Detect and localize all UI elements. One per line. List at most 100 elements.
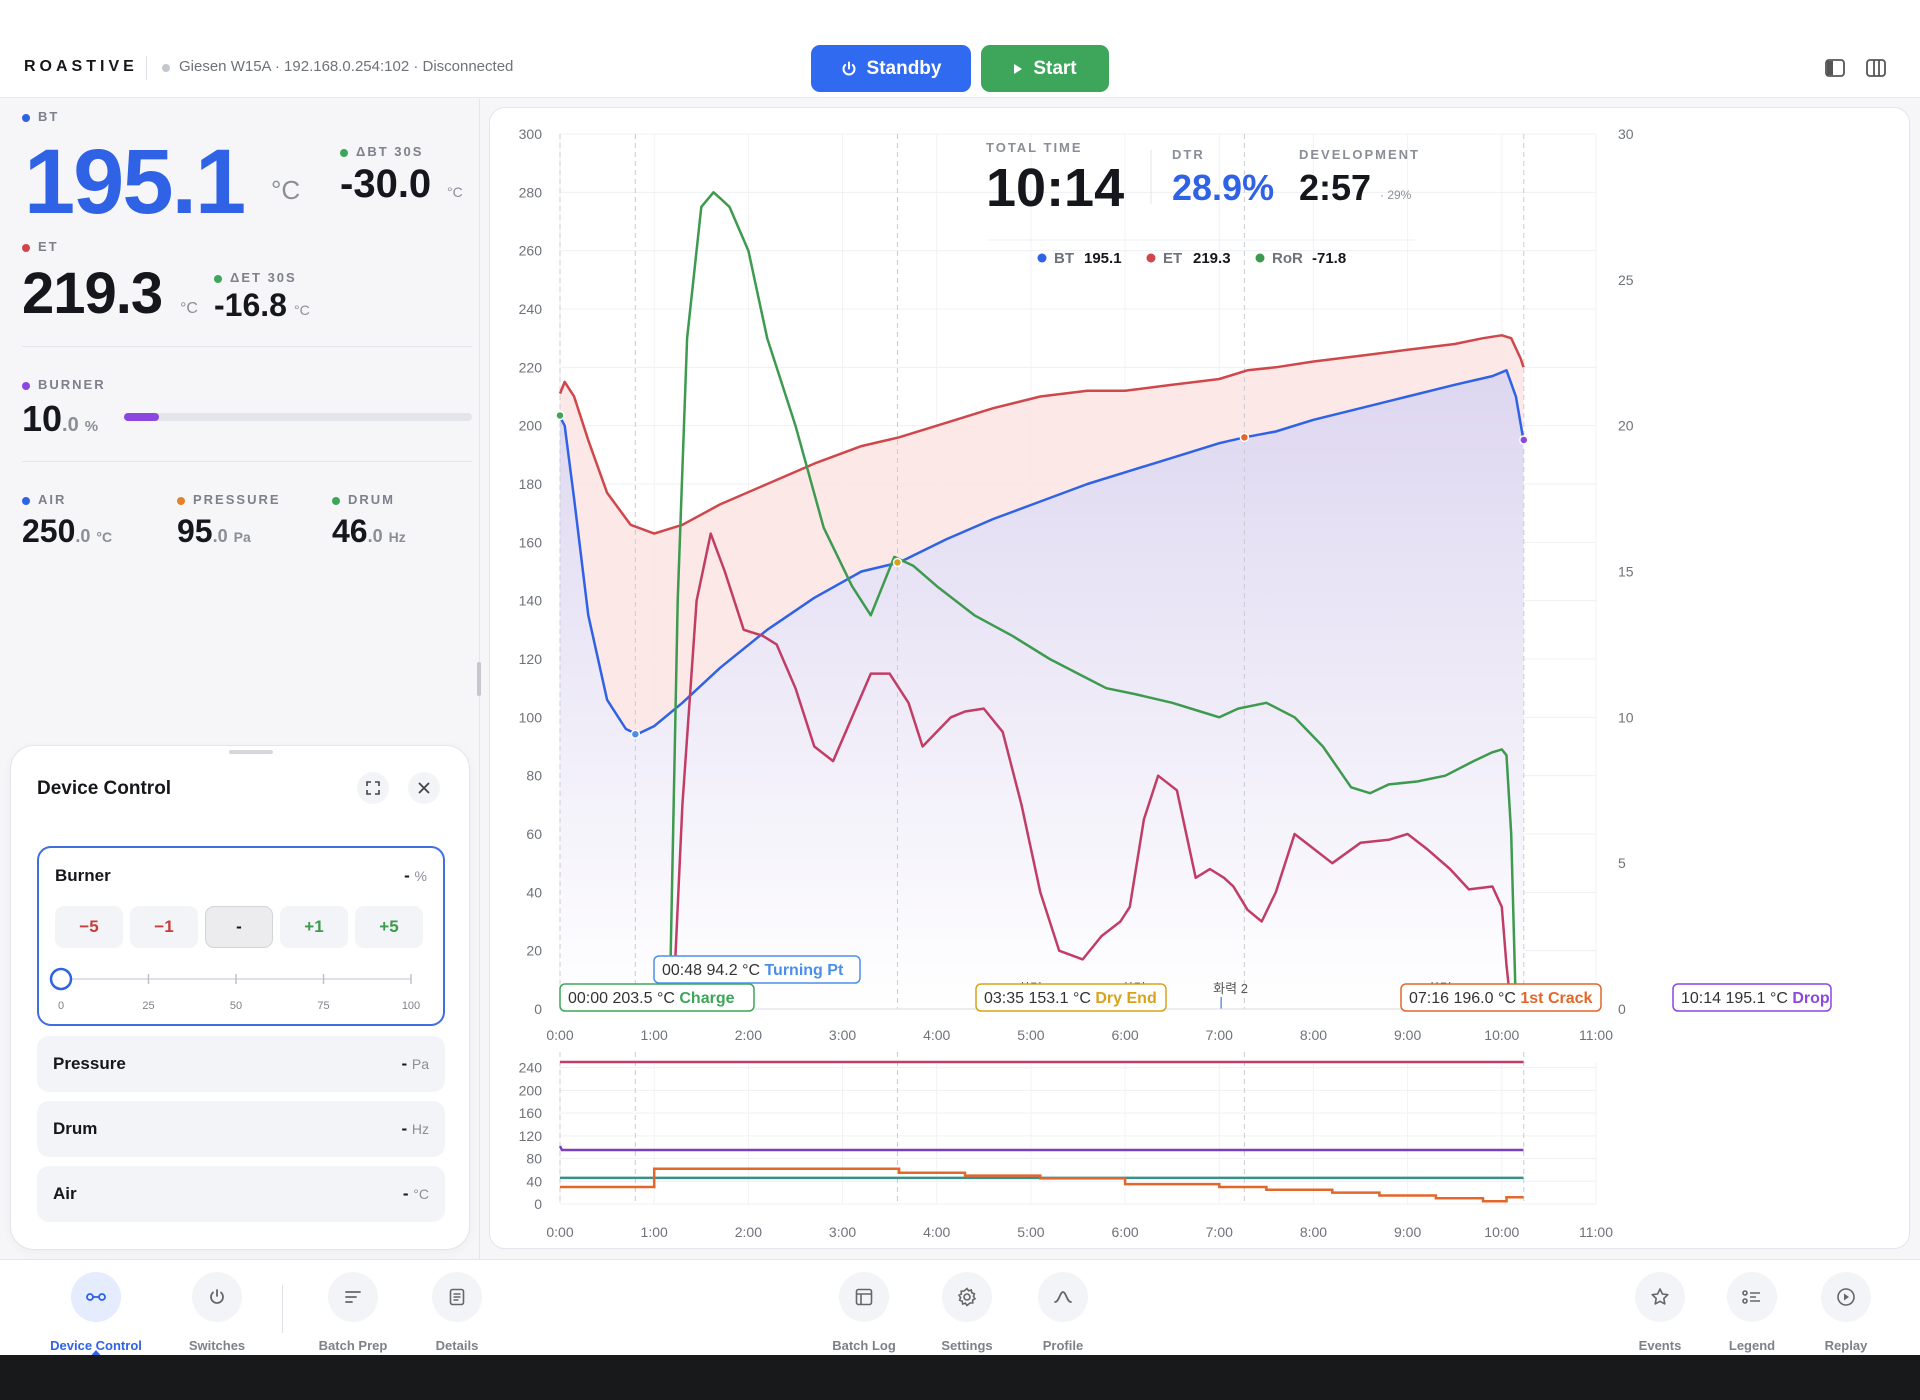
drum-control[interactable]: Drum - Hz [37,1101,445,1157]
nav-switches[interactable]: Switches [167,1272,267,1353]
burner-minus-1-button[interactable]: −1 [130,906,198,948]
y-tick-label: 240 [519,301,543,317]
nav-replay[interactable]: Replay [1796,1272,1896,1353]
sidebar-toggle-icon[interactable] [1824,57,1846,79]
lower-y-tick-label: 40 [526,1173,542,1189]
development-value: 2:57 [1299,167,1371,208]
burner-slider[interactable]: 0 25 50 75 100 [49,963,429,1013]
panel-resize-handle[interactable] [477,662,481,696]
event-point [555,410,565,421]
legend-name: RoR [1272,250,1303,267]
slider-tick-label: 50 [230,1000,242,1012]
y-tick-label: 220 [519,359,543,375]
play-icon [1014,63,1023,74]
delta-et-label: ΔET 30S [214,270,297,285]
et-label-text: ET [38,239,59,254]
chart-legend: BT 195.1 ET 219.3 RoR -71.8 [1037,250,1346,267]
start-button[interactable]: Start [981,45,1109,92]
panel-drag-handle[interactable] [229,750,273,754]
burner-minus-5-button[interactable]: −5 [55,906,123,948]
nav-batch-prep[interactable]: Batch Prep [303,1272,403,1353]
pressure-dot [177,496,185,505]
burner-setpoint-unit: % [414,868,427,884]
slider-thumb[interactable] [49,967,73,991]
event-label-1st-crack[interactable]: 07:16 196.0 °C 1st Crack [1400,983,1602,1012]
air-control-label: Air [53,1184,77,1203]
lower-y-tick-label: 160 [519,1105,543,1121]
lower-x-tick-label: 11:00 [1579,1224,1613,1240]
y2-tick-label: 30 [1618,126,1634,142]
air-setpoint: - [402,1184,409,1203]
lower-x-tick-label: 9:00 [1394,1224,1421,1240]
legend-name: ET [1163,250,1182,267]
drum-int: 46 [332,513,368,549]
divider [22,461,472,462]
x-tick-label: 9:00 [1394,1027,1421,1043]
dtr-label: DTR [1172,147,1205,162]
x-tick-label: 4:00 [923,1027,950,1043]
x-tick-label: 5:00 [1017,1027,1044,1043]
pressure-control[interactable]: Pressure - Pa [37,1036,445,1092]
batch-prep-icon [328,1272,378,1322]
burner-dec: .0 [62,414,79,436]
burner-plus-1-button[interactable]: +1 [280,906,348,948]
y-tick-label: 200 [519,418,543,434]
air-control[interactable]: Air - °C [37,1166,445,1222]
split-view-icon[interactable] [1865,57,1887,79]
nav-legend[interactable]: Legend [1702,1272,1802,1353]
divider [22,346,472,347]
nav-label: Legend [1728,1338,1776,1353]
burner-int: 10 [22,398,63,439]
event-label-drop[interactable]: 10:14 195.1 °C Drop [1672,983,1832,1012]
bt-line [558,369,1525,736]
svg-text:10:14 195.1 °C Drop: 10:14 195.1 °C Drop [1681,990,1830,1007]
air-label-text: AIR [38,492,67,507]
svg-text:03:35 153.1 °C Dry End: 03:35 153.1 °C Dry End [984,990,1157,1007]
burner-control-label: Burner [55,866,111,885]
lower-y-tick-label: 200 [519,1082,543,1098]
expand-button[interactable] [357,772,389,804]
bt-label-text: BT [38,109,60,124]
nav-details[interactable]: Details [407,1272,507,1353]
event-label-charge[interactable]: 00:00 203.5 °C Charge [559,983,755,1012]
start-label: Start [1033,57,1077,79]
roast-chart[interactable]: 화력 42화력 30화력 2화력 6 020406080100120140160… [490,108,1911,1250]
roast-chart-panel: 화력 42화력 30화력 2화력 6 020406080100120140160… [489,107,1910,1249]
lower-x-tick-label: 10:00 [1484,1224,1519,1240]
nav-label: Batch Log [832,1338,896,1353]
nav-settings[interactable]: Settings [917,1272,1017,1353]
burner-setpoint: - [404,866,410,885]
delta-bt-unit: °C [447,184,463,200]
air-setpoint-unit: °C [413,1186,429,1202]
event-point [1239,432,1250,443]
drum-dot [332,496,340,505]
et-label: ET [22,239,59,254]
nav-batch-log[interactable]: Batch Log [814,1272,914,1353]
delta-et-dot [214,274,222,283]
nav-profile[interactable]: Profile [1013,1272,1113,1353]
event-label-dry-end[interactable]: 03:35 153.1 °C Dry End [975,983,1167,1012]
event-label-turning-pt[interactable]: 00:48 94.2 °C Turning Pt [653,955,861,984]
profile-curve-icon [1038,1272,1088,1322]
lower-x-tick-label: 4:00 [923,1224,950,1240]
total-time-value: 10:14 [986,158,1124,218]
pressure-label-text: PRESSURE [193,492,281,507]
total-time-label: TOTAL TIME [986,140,1083,155]
close-button[interactable] [408,772,440,804]
lower-x-tick-label: 0:00 [546,1224,573,1240]
lower-y-tick-label: 240 [519,1060,543,1076]
nav-device-control[interactable]: Device Control [46,1272,146,1353]
connection-status-dot [162,64,170,72]
burner-plus-5-button[interactable]: +5 [355,906,423,948]
nav-label: Events [1638,1338,1682,1353]
standby-button[interactable]: Standby [811,45,971,92]
air-label: AIR [22,492,66,507]
bt-dot [22,113,30,122]
y-tick-label: 40 [526,884,542,900]
slider-tick-label: 25 [142,1000,154,1012]
legend-value: -71.8 [1312,250,1346,267]
nav-events[interactable]: Events [1610,1272,1710,1353]
burner-setpoint-input[interactable]: - [205,906,273,948]
y2-tick-label: 10 [1618,709,1634,725]
x-tick-label: 1:00 [641,1027,668,1043]
